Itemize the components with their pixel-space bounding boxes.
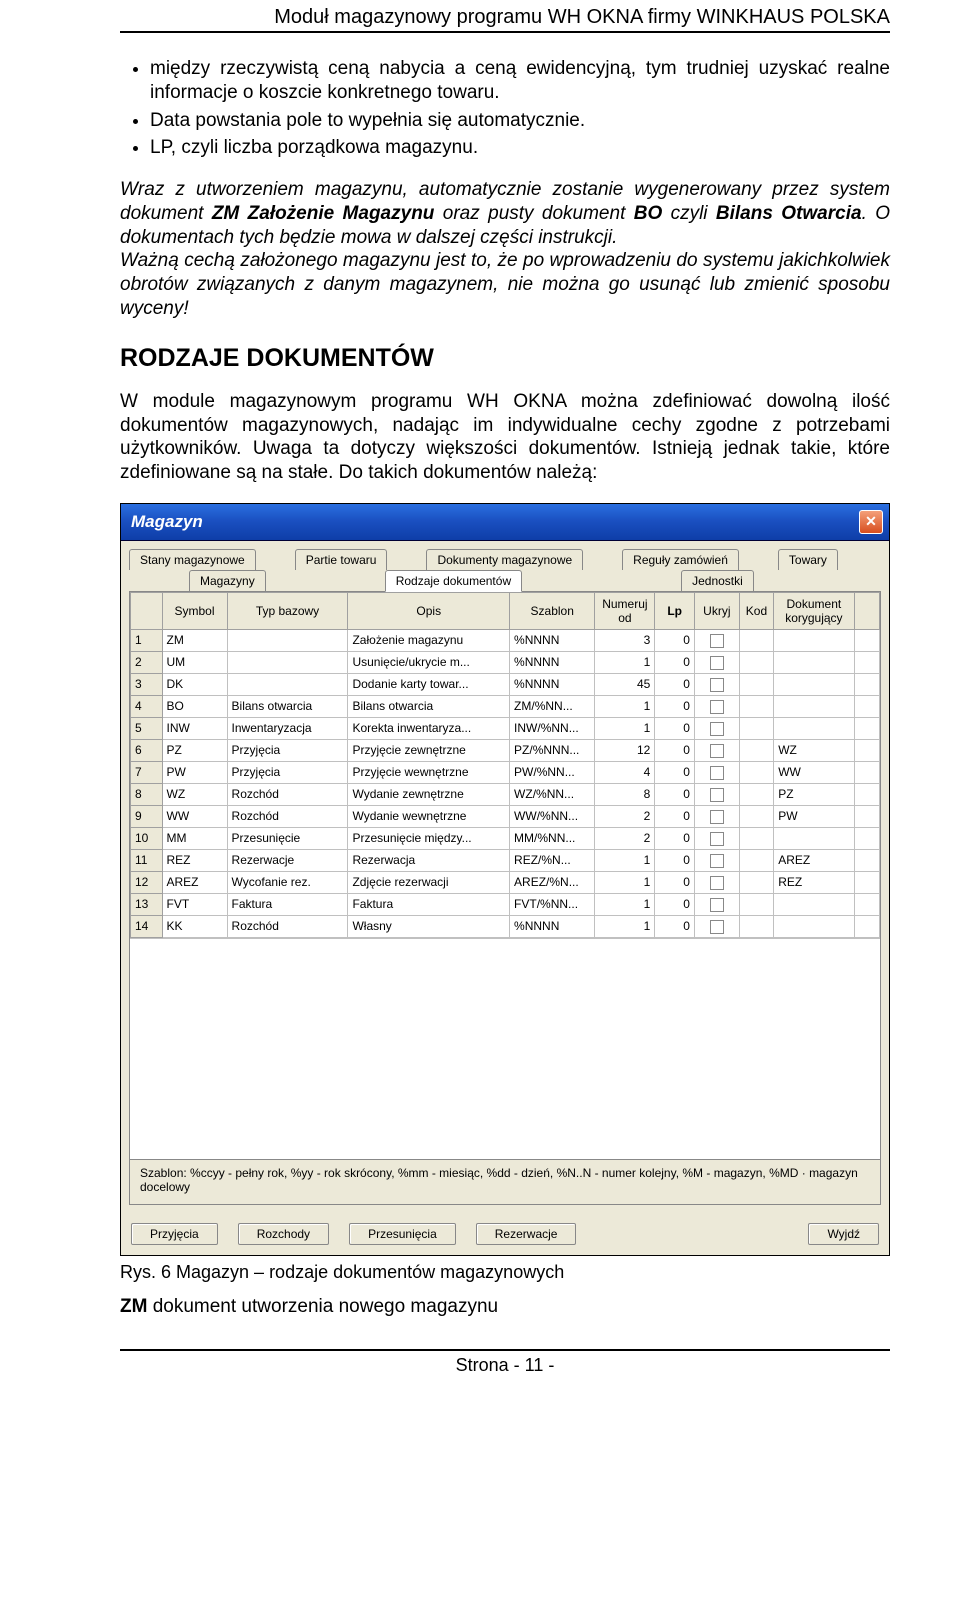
page-header: Moduł magazynowy programu WH OKNA firmy … xyxy=(120,0,890,33)
bullet-1: między rzeczywistą ceną nabycia a ceną e… xyxy=(150,57,890,105)
table-row[interactable]: 7PWPrzyjęciaPrzyjęcie wewnętrznePW/%NN..… xyxy=(131,761,880,783)
checkbox-icon[interactable] xyxy=(710,634,724,648)
table-row[interactable]: 6PZPrzyjęciaPrzyjęcie zewnętrznePZ/%NNN.… xyxy=(131,739,880,761)
button-row: Przyjęcia Rozchody Przesunięcia Rezerwac… xyxy=(121,1213,889,1255)
col-numeruj-od[interactable]: Numeruj od xyxy=(595,592,655,629)
paragraph-1: Wraz z utworzeniem magazynu, automatyczn… xyxy=(120,178,890,321)
checkbox-icon[interactable] xyxy=(710,854,724,868)
checkbox-icon[interactable] xyxy=(710,744,724,758)
window-titlebar[interactable]: Magazyn ✕ xyxy=(121,504,889,541)
tabs-lower: Magazyny Rodzaje dokumentów Jednostki xyxy=(121,570,889,591)
table-row[interactable]: 1ZMZałożenie magazynu%NNNN30 xyxy=(131,629,880,651)
table-row[interactable]: 10MMPrzesunięciePrzesunięcie między...MM… xyxy=(131,827,880,849)
checkbox-icon[interactable] xyxy=(710,898,724,912)
legend-text: Szablon: %ccyy - pełny rok, %yy - rok sk… xyxy=(130,1159,880,1204)
checkbox-icon[interactable] xyxy=(710,678,724,692)
table-row[interactable]: 14KKRozchódWłasny%NNNN10 xyxy=(131,915,880,937)
table-row[interactable]: 3DKDodanie karty towar...%NNNN450 xyxy=(131,673,880,695)
col-dokument-korygujacy[interactable]: Dokument korygujący xyxy=(774,592,854,629)
bullet-3: LP, czyli liczba porządkowa magazynu. xyxy=(150,136,890,160)
table-row[interactable]: 12AREZWycofanie rez.Zdjęcie rezerwacjiAR… xyxy=(131,871,880,893)
tabs-upper: Stany magazynowe Partie towaru Dokumenty… xyxy=(121,541,889,570)
tab-magazyny[interactable]: Magazyny xyxy=(189,570,266,591)
grid-empty-area xyxy=(130,938,880,1159)
table-row[interactable]: 11REZRezerwacjeRezerwacjaREZ/%N...10AREZ xyxy=(131,849,880,871)
checkbox-icon[interactable] xyxy=(710,810,724,824)
wyjdz-button[interactable]: Wyjdź xyxy=(808,1223,879,1245)
checkbox-icon[interactable] xyxy=(710,876,724,890)
col-opis[interactable]: Opis xyxy=(348,592,510,629)
page-footer: Strona - 11 - xyxy=(120,1349,890,1376)
section-heading: RODZAJE DOKUMENTÓW xyxy=(120,343,890,374)
checkbox-icon[interactable] xyxy=(710,722,724,736)
col-lp[interactable]: Lp xyxy=(655,592,695,629)
document-types-grid[interactable]: Symbol Typ bazowy Opis Szablon Numeruj o… xyxy=(130,592,880,938)
tab-panel: Symbol Typ bazowy Opis Szablon Numeruj o… xyxy=(129,591,881,1205)
tab-reguly-zamowien[interactable]: Reguły zamówień xyxy=(622,549,739,570)
tab-towary[interactable]: Towary xyxy=(778,549,838,570)
col-symbol[interactable]: Symbol xyxy=(162,592,227,629)
table-row[interactable]: 8WZRozchódWydanie zewnętrzneWZ/%NN...80P… xyxy=(131,783,880,805)
tab-partie-towaru[interactable]: Partie towaru xyxy=(295,549,388,570)
checkbox-icon[interactable] xyxy=(710,832,724,846)
table-row[interactable]: 4BOBilans otwarciaBilans otwarciaZM/%NN.… xyxy=(131,695,880,717)
window-title: Magazyn xyxy=(131,512,203,532)
checkbox-icon[interactable] xyxy=(710,766,724,780)
paragraph-3: W module magazynowym programu WH OKNA mo… xyxy=(120,390,890,485)
col-kod[interactable]: Kod xyxy=(739,592,774,629)
bullet-2: Data powstania pole to wypełnia się auto… xyxy=(150,109,890,133)
table-row[interactable]: 2UMUsunięcie/ukrycie m...%NNNN10 xyxy=(131,651,880,673)
rezerwacje-button[interactable]: Rezerwacje xyxy=(476,1223,577,1245)
table-row[interactable]: 9WWRozchódWydanie wewnętrzneWW/%NN...20P… xyxy=(131,805,880,827)
tab-dokumenty-magazynowe[interactable]: Dokumenty magazynowe xyxy=(426,549,583,570)
checkbox-icon[interactable] xyxy=(710,788,724,802)
figure-caption: Rys. 6 Magazyn – rodzaje dokumentów maga… xyxy=(120,1262,890,1283)
magazyn-window: Magazyn ✕ Stany magazynowe Partie towaru… xyxy=(120,503,890,1256)
scrollbar[interactable] xyxy=(854,592,879,629)
after-caption: ZM dokument utworzenia nowego magazynu xyxy=(120,1295,890,1319)
tab-stany-magazynowe[interactable]: Stany magazynowe xyxy=(129,549,256,570)
tab-jednostki[interactable]: Jednostki xyxy=(681,570,754,591)
przesuniecia-button[interactable]: Przesunięcia xyxy=(349,1223,456,1245)
document-body: między rzeczywistą ceną nabycia a ceną e… xyxy=(120,57,890,485)
checkbox-icon[interactable] xyxy=(710,700,724,714)
col-rownum[interactable] xyxy=(131,592,163,629)
table-row[interactable]: 5INWInwentaryzacjaKorekta inwentaryza...… xyxy=(131,717,880,739)
checkbox-icon[interactable] xyxy=(710,656,724,670)
table-row[interactable]: 13FVTFakturaFakturaFVT/%NN...10 xyxy=(131,893,880,915)
przyjecia-button[interactable]: Przyjęcia xyxy=(131,1223,218,1245)
col-szablon[interactable]: Szablon xyxy=(510,592,595,629)
tab-rodzaje-dokumentow[interactable]: Rodzaje dokumentów xyxy=(385,570,522,592)
checkbox-icon[interactable] xyxy=(710,920,724,934)
col-ukryj[interactable]: Ukryj xyxy=(694,592,739,629)
col-typ-bazowy[interactable]: Typ bazowy xyxy=(227,592,348,629)
rozchody-button[interactable]: Rozchody xyxy=(238,1223,329,1245)
close-icon[interactable]: ✕ xyxy=(859,510,883,534)
